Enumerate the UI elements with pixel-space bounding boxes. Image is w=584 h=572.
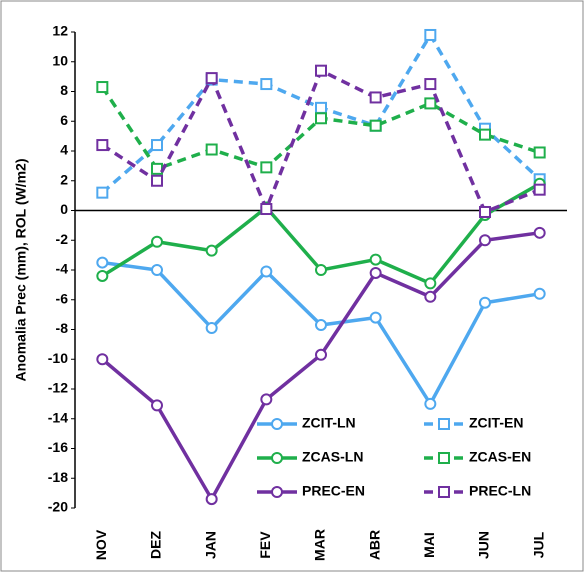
marker — [96, 81, 109, 94]
y-tick-label: 4 — [60, 142, 68, 158]
marker — [260, 78, 273, 91]
marker — [205, 72, 218, 85]
legend-marker — [271, 486, 283, 498]
marker — [533, 183, 546, 196]
marker — [315, 348, 327, 361]
marker — [533, 226, 546, 239]
marker — [96, 139, 109, 152]
marker — [533, 287, 546, 300]
x-tick-label: NOV — [93, 529, 109, 560]
y-tick-label: -10 — [48, 350, 68, 366]
y-tick-label: -4 — [56, 261, 69, 277]
y-axis-label: Anomalia Prec (mm), ROL (W/m2) — [13, 158, 29, 381]
legend-label: PREC-EN — [302, 483, 365, 499]
marker — [151, 235, 163, 248]
legend-marker — [438, 452, 450, 464]
y-tick-label: -12 — [48, 380, 68, 396]
marker — [479, 205, 491, 218]
legend-label: PREC-LN — [469, 483, 531, 499]
legend-marker — [438, 418, 450, 430]
marker — [369, 119, 382, 132]
marker — [369, 253, 382, 266]
y-tick-label: -6 — [56, 290, 69, 306]
marker — [533, 146, 546, 159]
marker — [151, 264, 163, 276]
y-tick-label: -20 — [48, 499, 68, 515]
marker — [205, 143, 218, 156]
legend-marker — [271, 418, 283, 430]
y-tick-label: 6 — [60, 112, 68, 128]
y-tick-label: -18 — [48, 469, 68, 485]
marker — [424, 277, 437, 290]
y-tick-label: 10 — [52, 52, 68, 68]
y-tick-label: 12 — [52, 23, 68, 39]
x-tick-label: MAR — [312, 529, 328, 561]
marker — [260, 393, 273, 406]
marker — [205, 493, 218, 506]
y-tick-label: 2 — [60, 171, 68, 187]
legend-label: ZCIT-LN — [302, 415, 356, 431]
y-tick-label: -2 — [56, 231, 69, 247]
marker — [96, 256, 109, 269]
x-tick-label: FEV — [257, 531, 273, 559]
y-tick-label: -14 — [48, 409, 68, 425]
marker — [369, 91, 382, 104]
y-tick-label: 8 — [60, 82, 68, 98]
legend-label: ZCAS-EN — [469, 449, 531, 465]
marker — [479, 296, 491, 309]
series — [96, 64, 546, 218]
series — [96, 226, 546, 506]
x-tick-label: JUN — [476, 531, 492, 559]
marker — [315, 101, 327, 114]
y-tick-label: 0 — [60, 201, 68, 217]
marker — [96, 186, 109, 199]
series — [96, 256, 546, 410]
marker — [424, 97, 437, 110]
y-tick-label: -16 — [48, 439, 68, 455]
y-tick-label: -8 — [56, 320, 69, 336]
marker — [260, 265, 273, 278]
marker — [260, 161, 273, 174]
legend-marker — [271, 452, 283, 464]
marker — [96, 269, 109, 282]
marker — [424, 78, 437, 91]
legend-label: ZCIT-EN — [469, 415, 523, 431]
marker — [369, 311, 382, 324]
marker — [151, 399, 163, 412]
marker — [260, 203, 273, 216]
marker — [369, 266, 382, 279]
marker — [479, 128, 491, 141]
marker — [424, 397, 437, 410]
marker — [151, 139, 163, 152]
marker — [151, 162, 163, 175]
marker — [315, 112, 327, 125]
marker — [96, 353, 109, 366]
marker — [424, 290, 437, 303]
series — [96, 81, 546, 175]
x-tick-label: ABR — [366, 530, 382, 560]
legend-label: ZCAS-LN — [302, 449, 363, 465]
x-tick-label: DEZ — [148, 531, 164, 559]
marker — [205, 322, 218, 335]
x-tick-label: MAI — [421, 532, 437, 558]
marker — [205, 244, 218, 257]
marker — [479, 234, 491, 247]
marker — [151, 174, 163, 187]
marker — [424, 28, 437, 41]
marker — [315, 64, 327, 77]
x-tick-label: JAN — [202, 531, 218, 559]
marker — [315, 319, 327, 332]
legend-marker — [438, 486, 450, 498]
x-tick-label: JUL — [530, 531, 546, 558]
marker — [315, 264, 327, 276]
